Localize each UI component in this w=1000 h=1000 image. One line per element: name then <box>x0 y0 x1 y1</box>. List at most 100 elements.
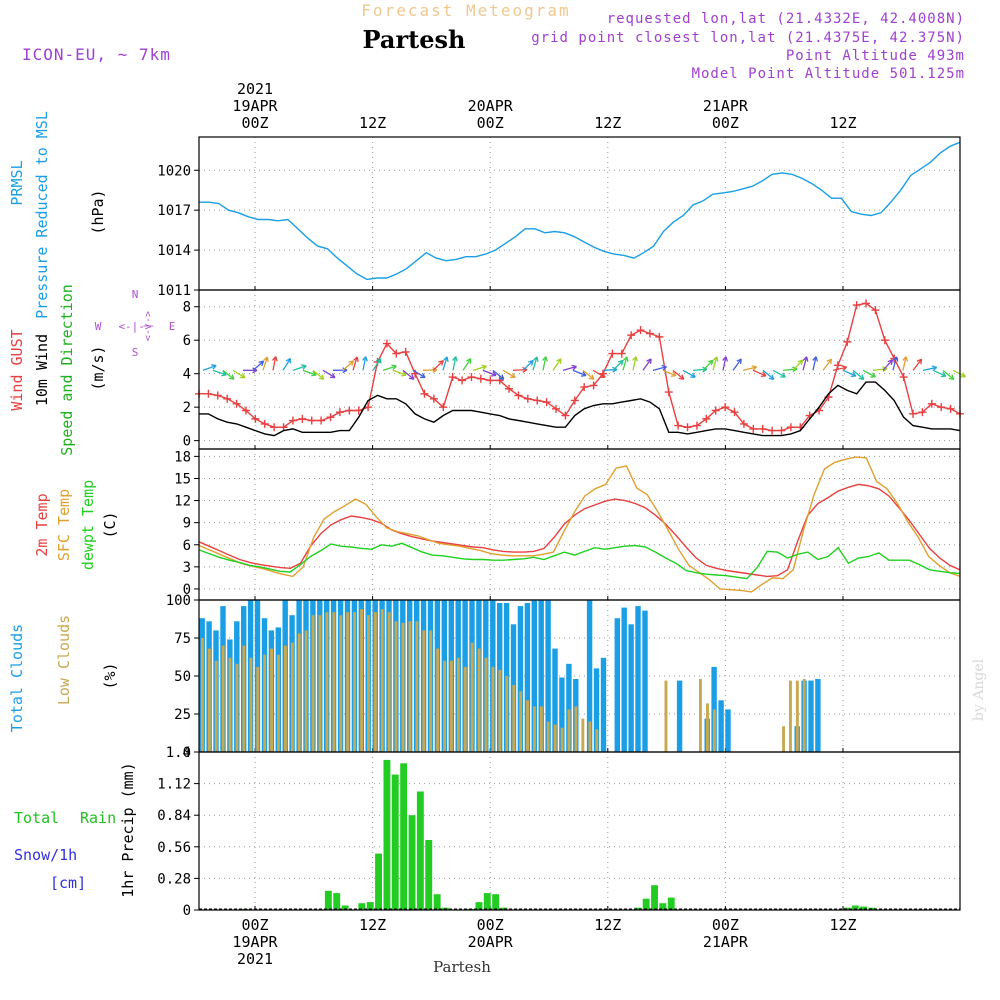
total-cloud-bar <box>718 700 724 752</box>
wind-arrow-head <box>712 356 719 362</box>
wind-direction-arrow <box>632 356 637 371</box>
low-cloud-bar <box>795 680 799 752</box>
top-time-label: 19APR <box>232 97 278 115</box>
gust-marker <box>364 403 373 412</box>
total-cloud-bar <box>531 600 537 752</box>
precip-bar <box>651 885 658 910</box>
compass-w: W <box>95 320 102 333</box>
precip-bar <box>483 893 491 910</box>
series-line-prmsl <box>199 141 961 281</box>
precip-bar <box>425 840 433 910</box>
wind-direction-arrow <box>202 364 217 371</box>
wind-direction-arrow <box>372 358 382 371</box>
panel-frame <box>198 289 961 450</box>
low-cloud-bar <box>429 630 433 752</box>
low-cloud-bar <box>581 718 585 752</box>
wind-direction-arrow <box>472 365 487 371</box>
wind-direction-arrow <box>642 358 652 371</box>
low-cloud-bar <box>228 657 232 752</box>
wind-direction-arrow <box>502 369 516 378</box>
wind-arrow-head <box>362 356 368 362</box>
wind-direction-arrow <box>762 369 775 380</box>
wind-arrow-head <box>311 370 317 377</box>
low-cloud-bar <box>304 630 308 752</box>
compass-arrow-vertical: <-|-> <box>143 311 154 341</box>
requested-coords: requested lon,lat (21.4332E, 42.4008N) <box>607 11 965 27</box>
precip-bar <box>433 894 441 910</box>
low-cloud-bar <box>360 609 363 752</box>
wind-arrow-head <box>960 372 966 378</box>
gust-marker <box>260 419 269 428</box>
low-cloud-bar <box>332 612 336 752</box>
low-cloud-bar <box>533 706 536 752</box>
wind-label: 10m Wind <box>33 334 51 406</box>
wind-arrow-head <box>617 359 624 366</box>
wind-arrow-head <box>391 364 397 371</box>
wind-direction-arrow <box>232 369 246 379</box>
wind-arrow-head <box>690 372 696 378</box>
top-time-label: 00Z <box>477 114 504 132</box>
low-cloud-bar <box>443 660 446 752</box>
wind-arrow-head <box>542 356 548 362</box>
series-line-dewpt-temp <box>198 542 961 580</box>
low-cloud-bar <box>263 654 267 752</box>
y-tick-label: 0 <box>183 745 191 761</box>
wind-arrow-head <box>408 374 415 380</box>
precip-bar <box>400 763 408 910</box>
top-time-label: 00Z <box>241 114 268 132</box>
precip-bar <box>366 902 374 910</box>
bottom-time-label: 12Z <box>594 916 621 934</box>
top-time-label: 2021 <box>237 80 273 98</box>
precip-bar <box>383 759 391 910</box>
gust-marker <box>721 403 730 412</box>
y-tick-label: 15 <box>174 471 191 487</box>
low-cloud-bar <box>484 657 488 752</box>
low-cloud-bar <box>574 706 578 752</box>
wind-direction-arrow <box>392 369 407 376</box>
gust-marker <box>702 414 711 423</box>
sfc-temp-label: SFC Temp <box>55 489 73 561</box>
low-cloud-bar <box>214 660 218 752</box>
compass-n: N <box>132 288 139 301</box>
top-time-label: 21APR <box>703 97 749 115</box>
gust-marker <box>909 409 918 418</box>
grid-point-coords: grid point closest lon,lat (21.4375E, 42… <box>531 30 965 46</box>
wind-direction-arrow <box>292 365 307 371</box>
compass-s: S <box>132 346 139 359</box>
low-cloud-bar <box>415 621 419 752</box>
wind-arrow-head <box>802 356 809 362</box>
wind-direction-arrow <box>882 359 893 371</box>
low-cloud-bar <box>450 660 453 752</box>
wind-arrow-head <box>285 357 292 364</box>
gust-marker <box>674 421 683 430</box>
panel-4: 0 25 50 75 100 <box>166 593 961 761</box>
wind-direction-arrow <box>272 356 277 371</box>
total-cloud-bar <box>566 663 572 752</box>
wind-direction-arrow <box>282 358 291 371</box>
wind-arrow-head <box>271 356 278 362</box>
direction-label: Speed and Direction <box>58 284 76 456</box>
wind-arrow-head <box>768 374 775 380</box>
gust-marker <box>880 336 889 345</box>
wind-direction-arrow <box>792 359 804 371</box>
gust-marker <box>589 381 598 390</box>
gust-marker <box>608 349 617 358</box>
gust-marker <box>786 423 795 432</box>
gust-marker <box>570 396 579 405</box>
dewpt-label: dewpt Temp <box>79 480 97 570</box>
low-cloud-bar <box>526 700 529 752</box>
low-cloud-bar <box>401 622 405 752</box>
wind-arrow-head <box>780 372 786 378</box>
wind-arrow-head <box>211 364 217 370</box>
panel-5: 0 0.28 0.56 0.84 1.12 1.4 <box>157 745 961 919</box>
y-tick-label: 1020 <box>157 163 191 179</box>
footer-station: Partesh <box>433 958 491 976</box>
wind-arrow-head <box>438 360 444 366</box>
low-cloud-bar <box>207 648 211 752</box>
gust-marker <box>335 408 344 417</box>
gust-marker <box>749 424 758 433</box>
y-tick-label: 0 <box>183 903 191 919</box>
gust-marker <box>251 414 260 423</box>
